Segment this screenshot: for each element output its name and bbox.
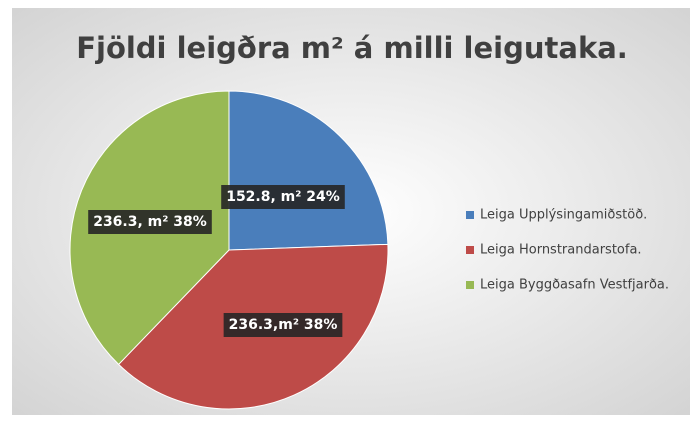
data-label: 152.8, m² 24% — [226, 189, 340, 205]
legend-label: Leiga Upplýsingamiðstöð. — [480, 208, 647, 223]
legend-label: Leiga Byggðasafn Vestfjarða. — [480, 278, 669, 293]
data-label-box — [223, 313, 343, 337]
data-label: 236.3, m² 38% — [93, 214, 207, 230]
pie-slice — [228, 90, 389, 251]
data-label: 236.3,m² 38% — [229, 317, 338, 333]
legend-swatch — [466, 281, 474, 289]
data-label-box — [88, 210, 212, 234]
legend-label: Leiga Hornstrandarstofa. — [480, 243, 642, 258]
legend-swatch — [466, 246, 474, 254]
data-label-box — [221, 185, 345, 209]
legend-swatch — [466, 211, 474, 219]
chart-title: Fjöldi leigðra m² á milli leigutaka. — [76, 31, 628, 65]
